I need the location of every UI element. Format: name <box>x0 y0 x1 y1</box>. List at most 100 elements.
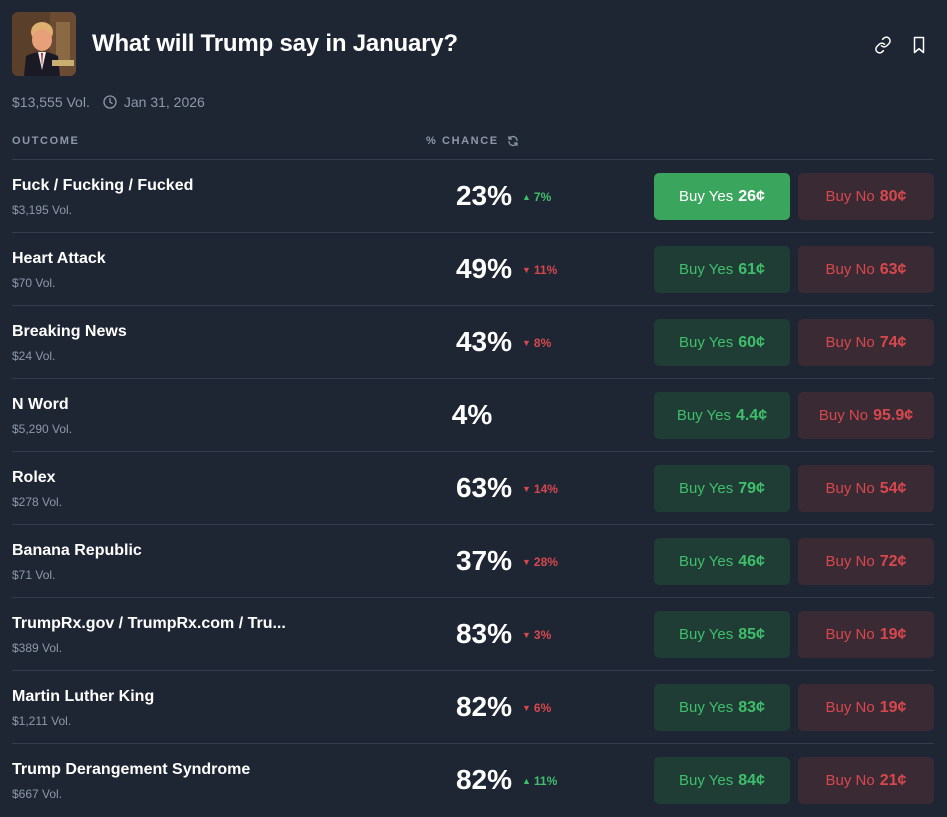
chance-change-value: 11% <box>533 263 558 277</box>
outcome-volume: $667 Vol. <box>12 787 63 801</box>
buy-no-button[interactable]: Buy No 95.9¢ <box>798 392 934 439</box>
buy-yes-button[interactable]: Buy Yes 26¢ <box>654 173 790 220</box>
buy-yes-price: 26¢ <box>738 187 765 205</box>
outcome-volume: $71 Vol. <box>12 568 56 582</box>
outcome-row[interactable]: Rolex $278 Vol. 63% ▼ 14% Buy Yes 79¢ Bu… <box>12 451 934 524</box>
buy-no-button[interactable]: Buy No 74¢ <box>798 319 934 366</box>
buy-no-button[interactable]: Buy No 63¢ <box>798 246 934 293</box>
buy-yes-label: Buy Yes <box>679 334 734 351</box>
buy-yes-button[interactable]: Buy Yes 79¢ <box>654 465 790 512</box>
outcome-list: Fuck / Fucking / Fucked $3,195 Vol. 23% … <box>12 159 934 816</box>
buy-yes-button[interactable]: Buy Yes 85¢ <box>654 611 790 658</box>
buy-no-price: 19¢ <box>879 698 907 716</box>
buy-no-price: 95.9¢ <box>873 406 914 424</box>
buy-yes-price: 61¢ <box>738 260 765 278</box>
chance-column-header: % CHANCE <box>426 135 519 147</box>
buy-yes-price: 83¢ <box>738 698 765 716</box>
outcome-chance: 37% <box>455 545 512 576</box>
buy-no-label: Buy No <box>825 334 875 351</box>
buy-no-button[interactable]: Buy No 54¢ <box>798 465 934 512</box>
outcome-name: N Word <box>12 396 69 413</box>
buy-yes-price: 79¢ <box>738 479 765 497</box>
refresh-icon[interactable] <box>507 135 519 147</box>
outcome-row[interactable]: Trump Derangement Syndrome $667 Vol. 82%… <box>12 743 934 816</box>
outcome-name: Martin Luther King <box>12 688 155 705</box>
triangle-down-icon: ▼ <box>522 557 531 567</box>
triangle-up-icon: ▲ <box>522 776 531 786</box>
buy-yes-price: 46¢ <box>738 552 765 570</box>
triangle-down-icon: ▼ <box>522 338 531 348</box>
chance-change: ▼ 8% <box>512 336 551 350</box>
buy-no-label: Buy No <box>825 699 875 716</box>
market-end-date: Jan 31, 2026 <box>123 94 205 110</box>
buy-yes-label: Buy Yes <box>676 407 732 424</box>
buy-no-price: 63¢ <box>879 260 907 278</box>
outcome-row[interactable]: Fuck / Fucking / Fucked $3,195 Vol. 23% … <box>12 159 934 232</box>
outcome-volume: $278 Vol. <box>12 495 63 509</box>
market-meta: $13,555 Vol. Jan 31, 2026 <box>12 92 205 112</box>
chance-change-value: 11% <box>533 774 558 788</box>
chance-change-value: 6% <box>533 701 552 715</box>
buy-yes-button[interactable]: Buy Yes 84¢ <box>654 757 790 804</box>
clock-icon <box>102 94 118 110</box>
buy-no-price: 19¢ <box>879 625 907 643</box>
chance-change: ▼ 6% <box>512 701 551 715</box>
buy-yes-button[interactable]: Buy Yes 46¢ <box>654 538 790 585</box>
buy-no-price: 21¢ <box>879 771 907 789</box>
outcome-name: TrumpRx.gov / TrumpRx.com / Tru... <box>12 615 286 632</box>
buy-no-price: 80¢ <box>879 187 907 205</box>
chance-change: ▼ 11% <box>512 263 557 277</box>
buy-yes-label: Buy Yes <box>679 261 734 278</box>
outcome-volume: $1,211 Vol. <box>12 714 72 728</box>
outcome-name: Rolex <box>12 469 56 486</box>
buy-yes-button[interactable]: Buy Yes 4.4¢ <box>654 392 790 439</box>
outcome-name: Trump Derangement Syndrome <box>12 761 251 778</box>
outcome-volume: $3,195 Vol. <box>12 203 73 217</box>
outcome-row[interactable]: Heart Attack $70 Vol. 49% ▼ 11% Buy Yes … <box>12 232 934 305</box>
chance-change-value: 28% <box>533 555 558 569</box>
chance-change: ▲ 7% <box>512 190 551 204</box>
buy-yes-button[interactable]: Buy Yes 83¢ <box>654 684 790 731</box>
market-header: What will Trump say in January? <box>12 12 934 76</box>
chance-change-value: 7% <box>533 190 552 204</box>
outcome-volume: $5,290 Vol. <box>12 422 73 436</box>
chance-change-value: 3% <box>533 628 552 642</box>
outcome-chance: 4% <box>451 399 493 430</box>
buy-yes-price: 60¢ <box>738 333 765 351</box>
buy-no-button[interactable]: Buy No 80¢ <box>798 173 934 220</box>
buy-no-button[interactable]: Buy No 72¢ <box>798 538 934 585</box>
buy-no-label: Buy No <box>818 407 869 424</box>
outcome-row[interactable]: N Word $5,290 Vol. 4% Buy Yes 4.4¢ Buy N… <box>12 378 934 451</box>
triangle-down-icon: ▼ <box>522 265 531 275</box>
buy-no-button[interactable]: Buy No 21¢ <box>798 757 934 804</box>
outcome-name: Breaking News <box>12 323 127 340</box>
buy-no-label: Buy No <box>825 188 875 205</box>
triangle-down-icon: ▼ <box>522 630 531 640</box>
buy-yes-price: 4.4¢ <box>736 406 768 424</box>
buy-no-button[interactable]: Buy No 19¢ <box>798 684 934 731</box>
buy-yes-button[interactable]: Buy Yes 61¢ <box>654 246 790 293</box>
buy-yes-label: Buy Yes <box>679 553 734 570</box>
outcome-name: Heart Attack <box>12 250 106 267</box>
buy-yes-price: 85¢ <box>738 625 765 643</box>
outcome-chance: 63% <box>455 472 512 503</box>
buy-no-button[interactable]: Buy No 19¢ <box>798 611 934 658</box>
buy-yes-price: 84¢ <box>738 771 765 789</box>
buy-yes-label: Buy Yes <box>679 772 734 789</box>
outcome-chance: 82% <box>455 691 512 722</box>
outcome-chance: 82% <box>455 764 512 795</box>
bookmark-icon[interactable] <box>908 34 930 56</box>
chance-column-label: % CHANCE <box>426 135 499 147</box>
chance-change: ▼ 3% <box>512 628 551 642</box>
buy-yes-button[interactable]: Buy Yes 60¢ <box>654 319 790 366</box>
outcome-row[interactable]: Breaking News $24 Vol. 43% ▼ 8% Buy Yes … <box>12 305 934 378</box>
outcome-chance: 23% <box>455 180 512 211</box>
outcome-row[interactable]: Martin Luther King $1,211 Vol. 82% ▼ 6% … <box>12 670 934 743</box>
outcome-row[interactable]: Banana Republic $71 Vol. 37% ▼ 28% Buy Y… <box>12 524 934 597</box>
outcome-row[interactable]: TrumpRx.gov / TrumpRx.com / Tru... $389 … <box>12 597 934 670</box>
link-icon[interactable] <box>872 34 894 56</box>
outcome-volume: $24 Vol. <box>12 349 56 363</box>
buy-no-price: 74¢ <box>879 333 907 351</box>
chance-change-value: 8% <box>533 336 552 350</box>
